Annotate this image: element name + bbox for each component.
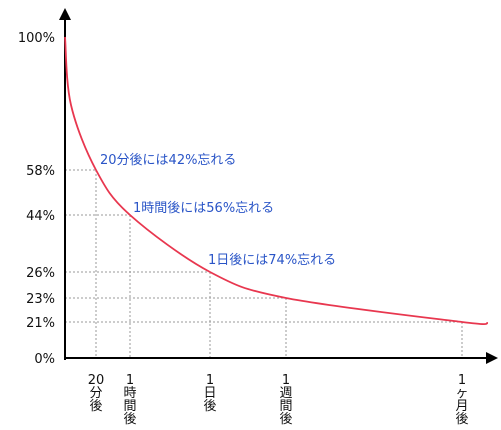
guide-lines [65, 169, 463, 358]
x-axis-arrow [486, 352, 498, 364]
x-tick-label: 20 分後 [88, 373, 105, 414]
annotation-label: 1時間後には56%忘れる [133, 201, 274, 216]
annotation-label: 20分後には42%忘れる [100, 153, 236, 168]
annotation-label: 1日後には74%忘れる [208, 253, 336, 268]
x-tick-label: 1 日後 [203, 373, 216, 414]
forgetting-curve-line [64, 36, 489, 326]
annotations: 20分後には42%忘れる 1時間後には56%忘れる 1日後には74%忘れる [100, 153, 336, 268]
y-tick-label: 26% [26, 266, 55, 281]
axes [59, 8, 498, 364]
curve-group [64, 36, 489, 326]
y-tick-label: 0% [34, 352, 55, 367]
y-axis-arrow [59, 8, 71, 20]
x-tick-labels: 20 分後 1 時間後 1 日後 1 週間後 1 ヶ月後 [88, 373, 469, 427]
y-tick-label: 58% [26, 164, 55, 179]
y-tick-label: 44% [26, 209, 55, 224]
y-tick-label: 21% [26, 316, 55, 331]
y-tick-labels: 100% 58% 44% 26% 23% 21% 0% [18, 31, 55, 367]
x-tick-label: 1 時間後 [123, 373, 136, 427]
y-tick-label: 23% [26, 292, 55, 307]
x-tick-label: 1 週間後 [279, 373, 292, 427]
y-tick-label: 100% [18, 31, 55, 46]
x-tick-label: 1 ヶ月後 [455, 373, 468, 427]
